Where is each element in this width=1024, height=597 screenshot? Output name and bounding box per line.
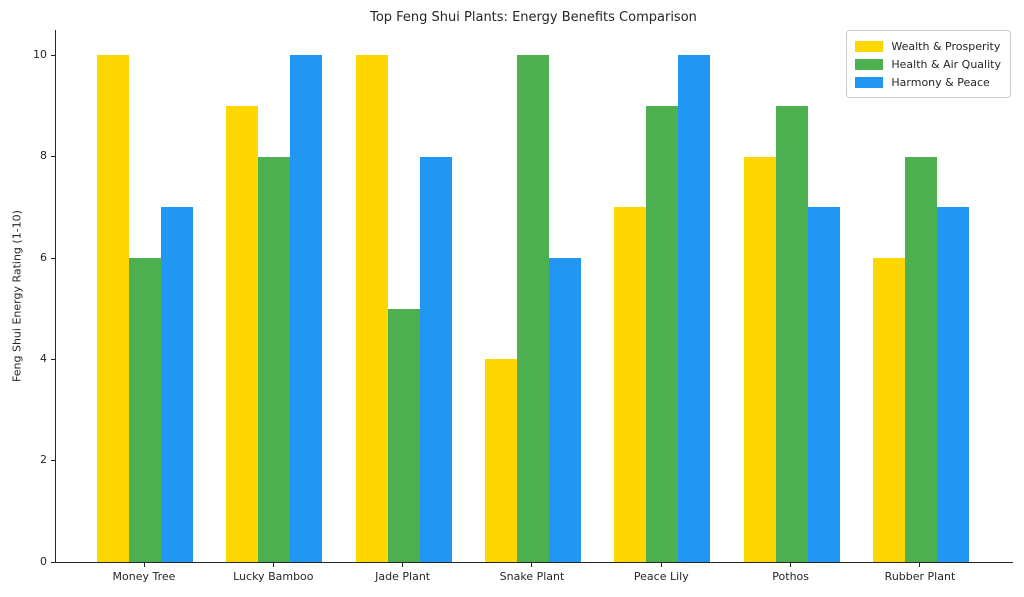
x-tick-label: Rubber Plant <box>884 570 956 583</box>
legend: Wealth & Prosperity Health & Air Quality H… <box>846 30 1011 98</box>
bar-rubber-plant-s2 <box>936 207 969 562</box>
y-tick-label: 0 <box>40 554 47 568</box>
bar-jade-plant-s1 <box>387 308 420 562</box>
y-tick-mark <box>51 54 55 56</box>
bar-snake-plant-s2 <box>548 258 581 562</box>
bar-pothos-s2 <box>807 207 840 562</box>
bar-lucky-bamboo-s1 <box>258 156 291 562</box>
y-tick-label: 8 <box>40 149 47 163</box>
bar-peace-lily-s1 <box>646 106 679 562</box>
x-tick-mark <box>660 563 662 567</box>
bar-rubber-plant-s0 <box>872 258 905 562</box>
legend-swatch <box>855 40 884 52</box>
x-tick-mark <box>272 563 274 567</box>
bar-rubber-plant-s1 <box>904 156 937 562</box>
plot-area <box>55 30 1013 563</box>
x-tick-mark <box>402 563 404 567</box>
bar-money-tree-s0 <box>97 55 129 562</box>
y-tick-mark <box>51 257 55 259</box>
x-tick-label: Lucky Bamboo <box>233 570 314 583</box>
bar-pothos-s1 <box>775 106 808 562</box>
bar-peace-lily-s2 <box>678 55 711 562</box>
x-tick-mark <box>143 563 145 567</box>
bar-money-tree-s1 <box>129 258 161 562</box>
x-tick-label: Snake Plant <box>499 570 565 583</box>
x-tick-mark <box>919 563 921 567</box>
bar-snake-plant-s1 <box>516 55 549 562</box>
legend-swatch <box>855 76 884 88</box>
x-tick-label: Jade Plant <box>375 570 431 583</box>
bar-snake-plant-s0 <box>484 359 517 562</box>
x-tick-label: Pothos <box>772 570 809 583</box>
bar-lucky-bamboo-s2 <box>290 55 323 562</box>
bar-pothos-s0 <box>743 156 776 562</box>
y-tick-label: 2 <box>40 453 47 467</box>
legend-entry: Wealth & Prosperity <box>855 37 1001 55</box>
x-tick-mark <box>531 563 533 567</box>
chart-title: Top Feng Shui Plants: Energy Benefits Co… <box>370 10 697 25</box>
bar-jade-plant-s0 <box>355 55 388 562</box>
y-tick-label: 10 <box>33 47 47 61</box>
bar-peace-lily-s0 <box>614 207 647 562</box>
bar-lucky-bamboo-s0 <box>226 106 259 562</box>
y-tick-label: 4 <box>40 351 47 365</box>
y-tick-label: 6 <box>40 250 47 264</box>
x-tick-label: Money Tree <box>112 570 176 583</box>
x-tick-label: Peace Lily <box>633 570 689 583</box>
legend-entry: Harmony & Peace <box>855 73 1001 91</box>
y-tick-mark <box>51 460 55 462</box>
y-tick-mark <box>51 358 55 360</box>
bar-money-tree-s2 <box>161 207 193 562</box>
y-tick-mark <box>51 156 55 158</box>
bar-jade-plant-s2 <box>419 156 452 562</box>
legend-label: Health & Air Quality <box>891 57 1001 71</box>
x-tick-mark <box>790 563 792 567</box>
legend-entry: Health & Air Quality <box>855 55 1001 73</box>
y-tick-mark <box>51 561 55 563</box>
legend-label: Wealth & Prosperity <box>891 39 1001 53</box>
legend-label: Harmony & Peace <box>891 75 990 89</box>
legend-swatch <box>855 58 884 70</box>
